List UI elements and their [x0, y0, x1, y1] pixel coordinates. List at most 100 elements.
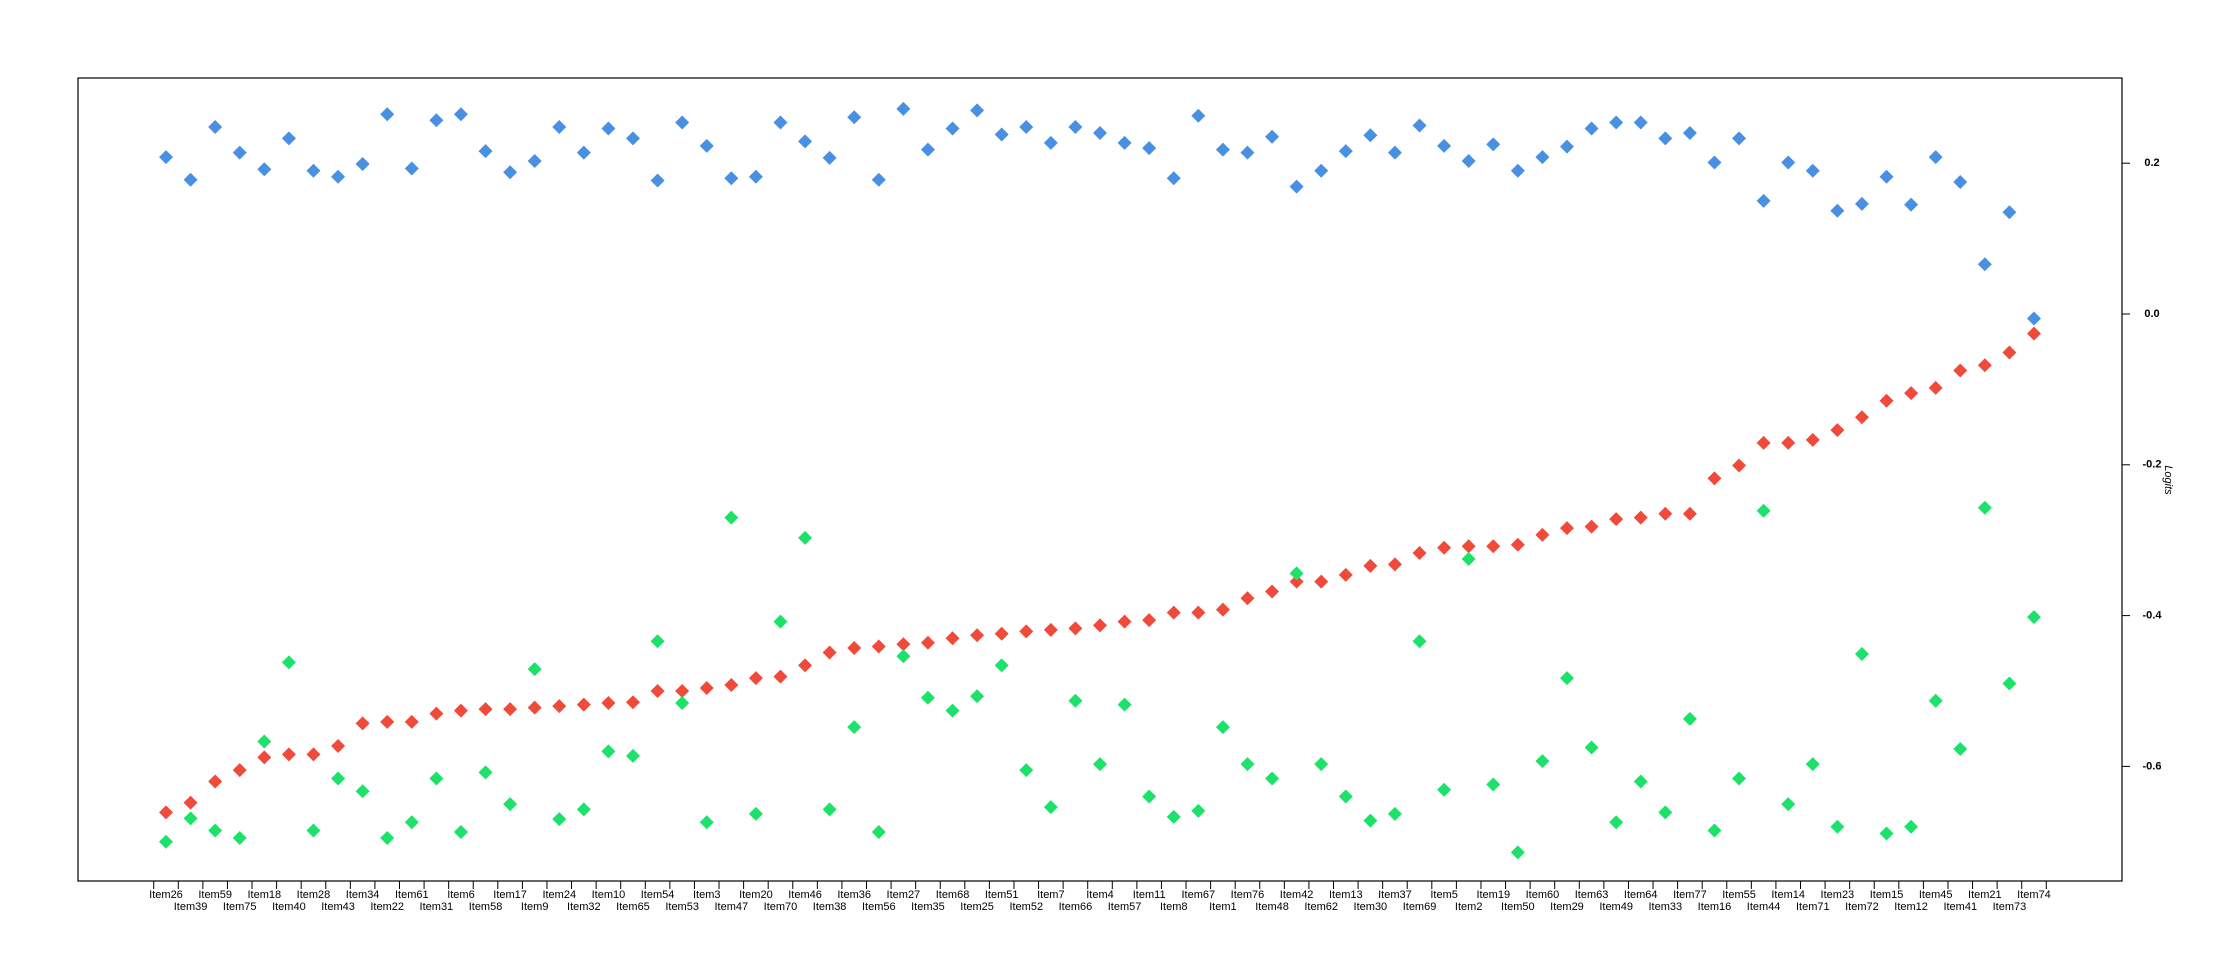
point: [994, 658, 1009, 673]
point: [380, 107, 395, 122]
point: [847, 110, 862, 125]
point: [1068, 621, 1083, 636]
x-tick-label: Item27: [887, 889, 921, 901]
point: [773, 115, 788, 130]
point: [1142, 789, 1157, 804]
x-tick-label: Item8: [1160, 901, 1188, 913]
x-tick-label: Item29: [1550, 901, 1584, 913]
point: [1682, 506, 1697, 521]
point: [1510, 163, 1525, 178]
point: [453, 703, 468, 718]
y-axis-label: Logits: [2162, 465, 2174, 495]
point: [1904, 386, 1919, 401]
point: [1707, 471, 1722, 486]
point: [1830, 423, 1845, 438]
x-tick-label: Item43: [321, 901, 355, 913]
point: [1265, 584, 1280, 599]
point: [2002, 205, 2017, 220]
point: [1609, 815, 1624, 830]
point: [650, 683, 665, 698]
x-tick-label: Item46: [788, 889, 822, 901]
x-tick-label: Item75: [223, 901, 257, 913]
point: [159, 805, 173, 820]
point: [970, 103, 985, 118]
x-tick-label: Item49: [1599, 901, 1633, 913]
x-tick-label: Item33: [1648, 901, 1682, 913]
x-tick-label: Item66: [1059, 901, 1093, 913]
point: [331, 739, 346, 754]
x-tick-label: Item36: [837, 889, 871, 901]
point: [896, 637, 911, 652]
point: [1043, 800, 1058, 815]
point: [1338, 789, 1353, 804]
point: [208, 120, 223, 135]
point: [355, 156, 370, 171]
point: [1093, 618, 1107, 633]
x-tick-label: Item24: [542, 889, 576, 901]
point: [1437, 540, 1452, 555]
x-tick-label: Item19: [1476, 889, 1510, 901]
x-tick-label: Item10: [592, 889, 626, 901]
point: [1560, 671, 1574, 686]
point: [527, 700, 542, 715]
point: [331, 169, 346, 184]
point: [1928, 693, 1943, 708]
point: [1584, 740, 1599, 755]
x-tick-label: Item25: [960, 901, 994, 913]
point: [1756, 435, 1771, 450]
point: [1682, 126, 1697, 141]
point: [1019, 120, 1034, 135]
point: [208, 823, 223, 838]
point: [1732, 771, 1747, 786]
x-tick-label: Item69: [1403, 901, 1437, 913]
point: [404, 714, 419, 729]
point: [994, 626, 1009, 641]
point: [1732, 131, 1747, 146]
point: [1166, 171, 1181, 186]
point: [1289, 179, 1304, 194]
point: [1854, 647, 1869, 662]
x-tick-label: Item71: [1796, 901, 1830, 913]
point: [1338, 567, 1353, 582]
point: [626, 695, 640, 710]
point: [748, 806, 763, 821]
point: [748, 671, 763, 686]
x-tick-label: Item44: [1747, 901, 1781, 913]
point: [1928, 150, 1943, 165]
point: [1363, 128, 1378, 143]
x-tick-label: Item62: [1304, 901, 1338, 913]
point: [945, 121, 960, 136]
point: [1191, 108, 1206, 123]
point: [871, 824, 886, 839]
point: [453, 824, 468, 839]
point: [478, 702, 493, 717]
point: [1363, 558, 1378, 573]
point: [1805, 757, 1820, 772]
point: [1289, 574, 1304, 589]
point: [1215, 142, 1230, 157]
point: [2027, 326, 2041, 341]
x-tick-label: Item58: [469, 901, 503, 913]
point: [773, 614, 788, 629]
x-tick-label: Item57: [1108, 901, 1142, 913]
point: [626, 131, 640, 146]
point: [306, 163, 321, 178]
point: [429, 706, 444, 721]
point: [650, 173, 665, 188]
x-tick-label: Item15: [1870, 889, 1904, 901]
x-tick-label: Item76: [1231, 889, 1265, 901]
point: [724, 510, 739, 525]
point: [1314, 757, 1329, 772]
point: [1633, 774, 1648, 789]
point: [822, 150, 837, 165]
point: [1338, 144, 1353, 159]
point: [527, 153, 542, 168]
point: [871, 172, 886, 187]
point: [1461, 552, 1476, 567]
point: [1093, 126, 1107, 141]
point: [183, 172, 198, 187]
point: [699, 815, 714, 830]
point: [601, 121, 616, 136]
point: [1412, 546, 1427, 561]
point: [1781, 435, 1796, 450]
